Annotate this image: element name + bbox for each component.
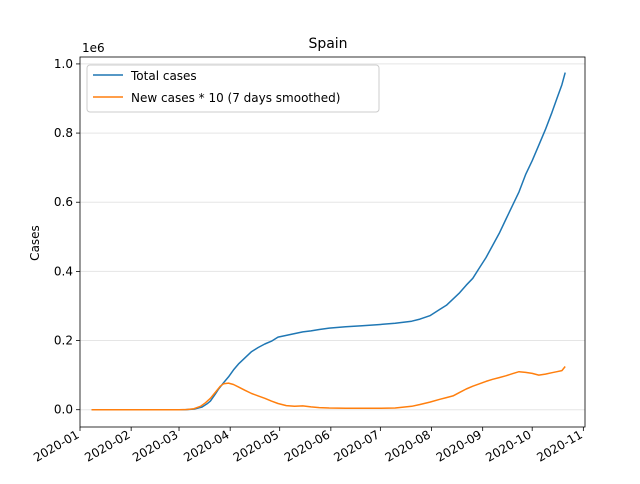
legend-label-total-cases: Total cases — [130, 69, 197, 83]
y-tick-label: 0.2 — [54, 334, 73, 348]
y-tick-label: 1.0 — [54, 57, 73, 71]
y-tick-label: 0.4 — [54, 264, 73, 278]
y-axis-label: Cases — [28, 225, 42, 261]
y-tick-label: 0.8 — [54, 126, 73, 140]
legend-label-new-cases: New cases * 10 (7 days smoothed) — [131, 91, 340, 105]
y-offset-label: 1e6 — [82, 41, 105, 55]
y-tick-label: 0.6 — [54, 195, 73, 209]
series-layer — [91, 72, 566, 411]
legend-box — [86, 64, 380, 113]
series-line-new-cases — [91, 366, 566, 411]
legend: Total cases New cases * 10 (7 days smoot… — [86, 64, 380, 113]
plot-frame — [79, 56, 586, 428]
chart-title: Spain — [308, 36, 347, 52]
y-tick-label: 0.0 — [54, 403, 73, 417]
